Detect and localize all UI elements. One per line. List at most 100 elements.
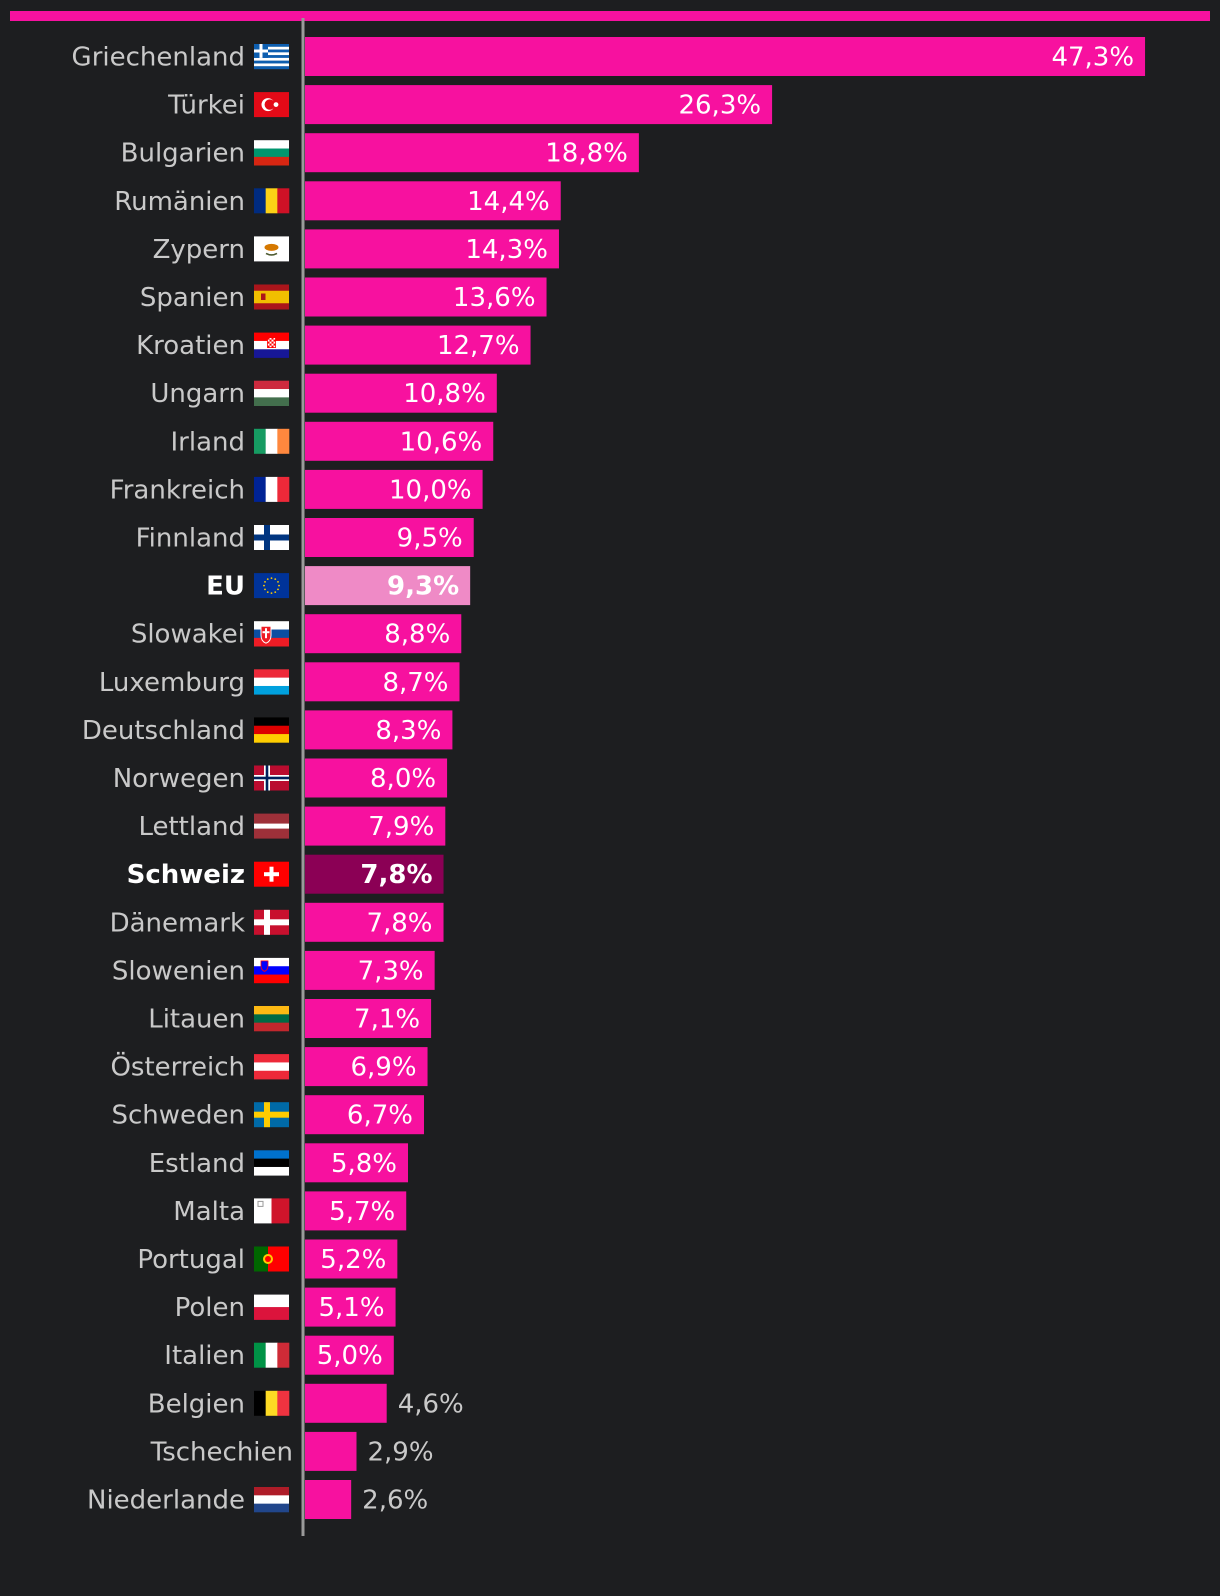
bar-tschechien xyxy=(305,1431,357,1471)
netherlands-flag-icon xyxy=(254,1487,289,1513)
category-label-griechenland: Griechenland xyxy=(72,43,245,73)
category-label-norwegen: Norwegen xyxy=(113,764,245,794)
category-label-estland: Estland xyxy=(149,1149,245,1179)
bar-polen xyxy=(305,1287,396,1327)
lithuania-flag-icon xyxy=(254,1006,289,1032)
bar-griechenland xyxy=(305,37,1146,76)
category-label-lettland: Lettland xyxy=(138,812,245,842)
top-accent-bar xyxy=(10,11,1210,21)
latvia-flag-icon xyxy=(254,813,289,839)
slovakia-flag-icon xyxy=(254,621,289,647)
bar-finnland xyxy=(305,518,474,557)
bar-schweden xyxy=(305,1095,424,1135)
romania-flag-icon xyxy=(254,188,290,214)
category-label-malta: Malta xyxy=(173,1197,245,1227)
bar-deutschland xyxy=(305,710,453,750)
bar-irland xyxy=(305,421,494,461)
category-label-luxemburg: Luxemburg xyxy=(99,668,245,698)
greece-flag-icon xyxy=(254,44,289,70)
category-label-deutschland: Deutschland xyxy=(82,716,245,746)
category-label-schweden: Schweden xyxy=(111,1101,245,1131)
hungary-flag-icon xyxy=(254,380,289,406)
bars-group: 47,3% 26,3% 18,8% 14,4% 14,3% 13,6% 12,7% 10,8%… xyxy=(305,37,1146,1519)
category-label-niederlande: Niederlande xyxy=(87,1486,245,1516)
value-label-eu: 9,3% xyxy=(387,572,459,602)
bar-niederlande xyxy=(305,1480,352,1519)
bar-lettland xyxy=(305,806,446,846)
belgium-flag-icon xyxy=(254,1390,290,1416)
value-label-kroatien: 12,7% xyxy=(437,331,520,361)
portugal-flag-icon xyxy=(254,1246,289,1272)
poland-flag-icon xyxy=(254,1294,289,1320)
bar-litauen xyxy=(305,999,432,1038)
bar-t-rkei xyxy=(305,85,773,125)
value-label-t-rkei: 26,3% xyxy=(678,91,761,121)
bar--sterreich xyxy=(305,1047,428,1087)
value-label-griechenland: 47,3% xyxy=(1051,43,1134,73)
switzerland-flag-icon xyxy=(254,861,289,887)
category-label-belgien: Belgien xyxy=(148,1389,245,1419)
value-label-polen: 5,1% xyxy=(319,1293,385,1323)
value-label-niederlande: 2,6% xyxy=(362,1486,428,1516)
bar-luxemburg xyxy=(305,662,460,702)
category-label-finnland: Finnland xyxy=(136,524,245,554)
category-label-slowakei: Slowakei xyxy=(131,620,245,650)
bar-spanien xyxy=(305,277,547,317)
slovenia-flag-icon xyxy=(254,957,289,984)
value-label-malta: 5,7% xyxy=(329,1197,395,1227)
value-label-rum-nien: 14,4% xyxy=(467,187,550,217)
category-label-rum-nien: Rumänien xyxy=(114,187,245,217)
malta-flag-icon xyxy=(254,1198,290,1224)
category-label-slowenien: Slowenien xyxy=(112,956,245,986)
value-label-frankreich: 10,0% xyxy=(389,475,472,505)
category-label-t-rkei: Türkei xyxy=(167,91,245,121)
flags-group xyxy=(254,44,290,1513)
bar-rum-nien xyxy=(305,181,561,221)
bar-kroatien xyxy=(305,325,531,365)
category-label--sterreich: Österreich xyxy=(110,1051,245,1083)
sweden-flag-icon xyxy=(254,1102,289,1128)
value-label-slowakei: 8,8% xyxy=(384,620,450,650)
bar-estland xyxy=(305,1143,409,1183)
value-label-deutschland: 8,3% xyxy=(375,716,441,746)
category-label-ungarn: Ungarn xyxy=(150,379,245,409)
eu-flag-icon xyxy=(254,573,289,599)
category-label-polen: Polen xyxy=(175,1293,245,1323)
category-label-portugal: Portugal xyxy=(137,1245,245,1275)
value-label-slowenien: 7,3% xyxy=(358,956,424,986)
value-label-schweden: 6,7% xyxy=(347,1101,413,1131)
bar-eu xyxy=(305,566,471,606)
value-label-lettland: 7,9% xyxy=(368,812,434,842)
category-labels-group: Griechenland Türkei Bulgarien Rumänien Zyper… xyxy=(72,43,293,1516)
spain-flag-icon xyxy=(254,284,289,310)
value-label-ungarn: 10,8% xyxy=(403,379,486,409)
bar-slowenien xyxy=(305,950,435,990)
value-label-norwegen: 8,0% xyxy=(370,764,436,794)
italy-flag-icon xyxy=(254,1342,290,1368)
luxembourg-flag-icon xyxy=(254,669,289,695)
bar-schweiz xyxy=(305,854,444,894)
bar-norwegen xyxy=(305,758,448,798)
category-label-italien: Italien xyxy=(164,1341,245,1371)
germany-flag-icon xyxy=(254,717,289,743)
value-label-spanien: 13,6% xyxy=(453,283,536,313)
bar-portugal xyxy=(305,1239,398,1279)
value-label-portugal: 5,2% xyxy=(320,1245,386,1275)
value-label-litauen: 7,1% xyxy=(354,1005,420,1035)
ireland-flag-icon xyxy=(254,428,290,454)
bulgaria-flag-icon xyxy=(254,140,289,166)
bar-slowakei xyxy=(305,614,462,654)
cyprus-flag-icon xyxy=(254,236,289,262)
value-label-schweiz: 7,8% xyxy=(360,860,432,890)
austria-flag-icon xyxy=(254,1054,289,1080)
bar-italien xyxy=(305,1335,394,1375)
croatia-flag-icon xyxy=(254,332,289,358)
category-label-litauen: Litauen xyxy=(148,1005,245,1035)
bar-d-nemark xyxy=(305,902,444,942)
value-label-zypern: 14,3% xyxy=(465,235,548,265)
france-flag-icon xyxy=(254,476,290,502)
estonia-flag-icon xyxy=(254,1150,289,1176)
value-label--sterreich: 6,9% xyxy=(350,1053,416,1083)
category-label-irland: Irland xyxy=(171,427,246,457)
